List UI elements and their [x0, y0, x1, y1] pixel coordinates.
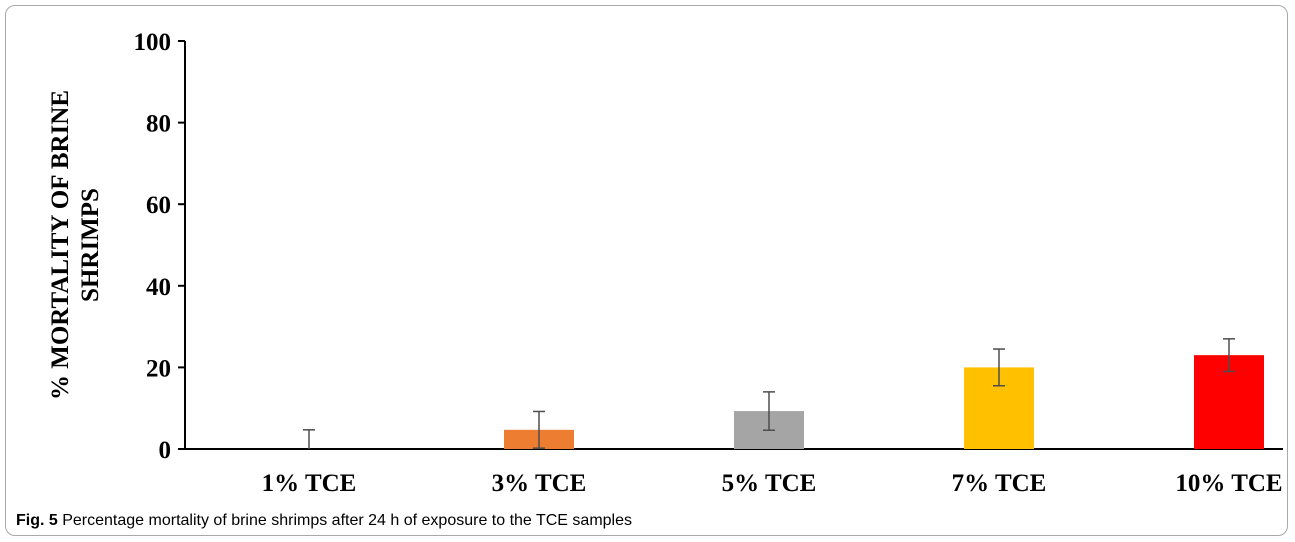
- axes: [184, 41, 1283, 450]
- caption-label: Fig. 5: [16, 512, 58, 529]
- x-category-label: 3% TCE: [492, 470, 587, 497]
- y-tick-label: 60: [146, 192, 171, 219]
- x-category-label: 7% TCE: [952, 470, 1047, 497]
- y-axis-title-line: % MORTALITY OF BRINE: [47, 90, 74, 400]
- y-tick-label: 100: [134, 29, 172, 56]
- x-category-label: 5% TCE: [722, 470, 817, 497]
- error-bars: [303, 338, 1235, 449]
- x-axis-category-labels: 1% TCE 3% TCE 5% TCE 7% TCE 10% TCE: [262, 470, 1283, 497]
- y-tick-label: 40: [146, 274, 171, 301]
- y-axis-title: % MORTALITY OF BRINE SHRIMPS: [47, 90, 104, 400]
- y-tick-label: 80: [146, 111, 171, 138]
- bar-chart: % MORTALITY OF BRINE SHRIMPS 0 20 40 60 80 100…: [47, 29, 1283, 497]
- y-tick-label: 0: [159, 437, 172, 464]
- x-category-label: 10% TCE: [1175, 470, 1282, 497]
- y-axis-ticks: 0 20 40 60 80 100: [134, 29, 185, 464]
- bars: [504, 355, 1264, 449]
- figure-caption: Fig. 5 Percentage mortality of brine shr…: [16, 512, 632, 530]
- figure-frame: % MORTALITY OF BRINE SHRIMPS 0 20 40 60 80 100…: [5, 5, 1288, 536]
- y-tick-label: 20: [146, 355, 171, 382]
- x-category-label: 1% TCE: [262, 470, 357, 497]
- y-axis-title-line: SHRIMPS: [77, 188, 104, 302]
- caption-text: Percentage mortality of brine shrimps af…: [62, 512, 632, 529]
